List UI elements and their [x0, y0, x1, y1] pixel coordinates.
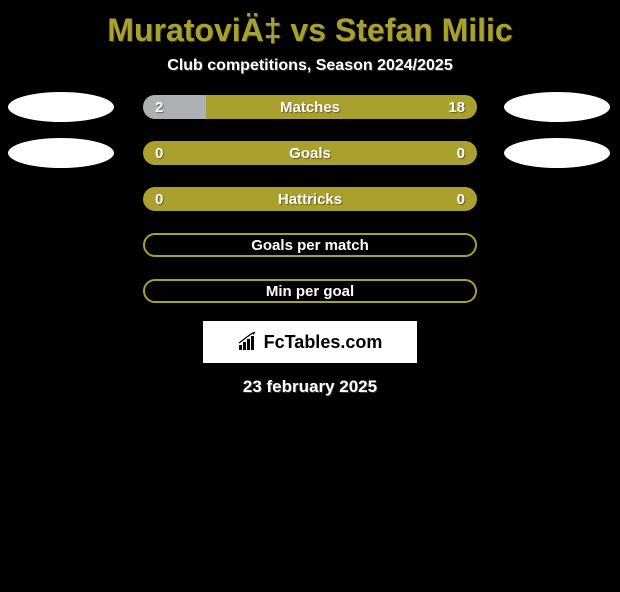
bar-chart-icon — [238, 332, 260, 352]
brand-text: FcTables.com — [264, 332, 383, 353]
player-marker-left — [8, 138, 114, 168]
stat-bar: Goals per match — [143, 233, 477, 257]
player-marker-right — [504, 138, 610, 168]
stat-row: 0 Goals 0 — [0, 141, 620, 165]
stat-label: Matches — [280, 99, 340, 116]
stat-row: 0 Hattricks 0 — [0, 187, 620, 211]
comparison-subtitle: Club competitions, Season 2024/2025 — [0, 57, 620, 75]
stat-label: Hattricks — [278, 191, 342, 208]
stat-value-left: 0 — [155, 191, 163, 208]
stat-row: 2 Matches 18 — [0, 95, 620, 119]
stat-label: Goals per match — [251, 237, 369, 254]
stat-bar: Min per goal — [143, 279, 477, 303]
stat-row: Min per goal — [0, 279, 620, 303]
stat-rows-container: 2 Matches 18 0 Goals 0 0 Hattricks 0 Goals per ma… — [0, 95, 620, 303]
stat-value-left: 2 — [155, 99, 163, 116]
stat-bar: 0 Goals 0 — [143, 141, 477, 165]
stat-value-left: 0 — [155, 145, 163, 162]
comparison-title: MuratoviÄ‡ vs Stefan Milic — [0, 12, 620, 49]
player-marker-right — [504, 92, 610, 122]
stat-value-right: 0 — [457, 145, 465, 162]
stat-label: Goals — [289, 145, 331, 162]
stat-bar: 0 Hattricks 0 — [143, 187, 477, 211]
player-marker-left — [8, 92, 114, 122]
stat-label: Min per goal — [266, 283, 354, 300]
stat-bar: 2 Matches 18 — [143, 95, 477, 119]
stat-bar-left-fill — [143, 95, 206, 119]
stat-row: Goals per match — [0, 233, 620, 257]
brand-box: FcTables.com — [203, 321, 417, 363]
stat-value-right: 0 — [457, 191, 465, 208]
date-text: 23 february 2025 — [0, 377, 620, 397]
stat-value-right: 18 — [448, 99, 465, 116]
